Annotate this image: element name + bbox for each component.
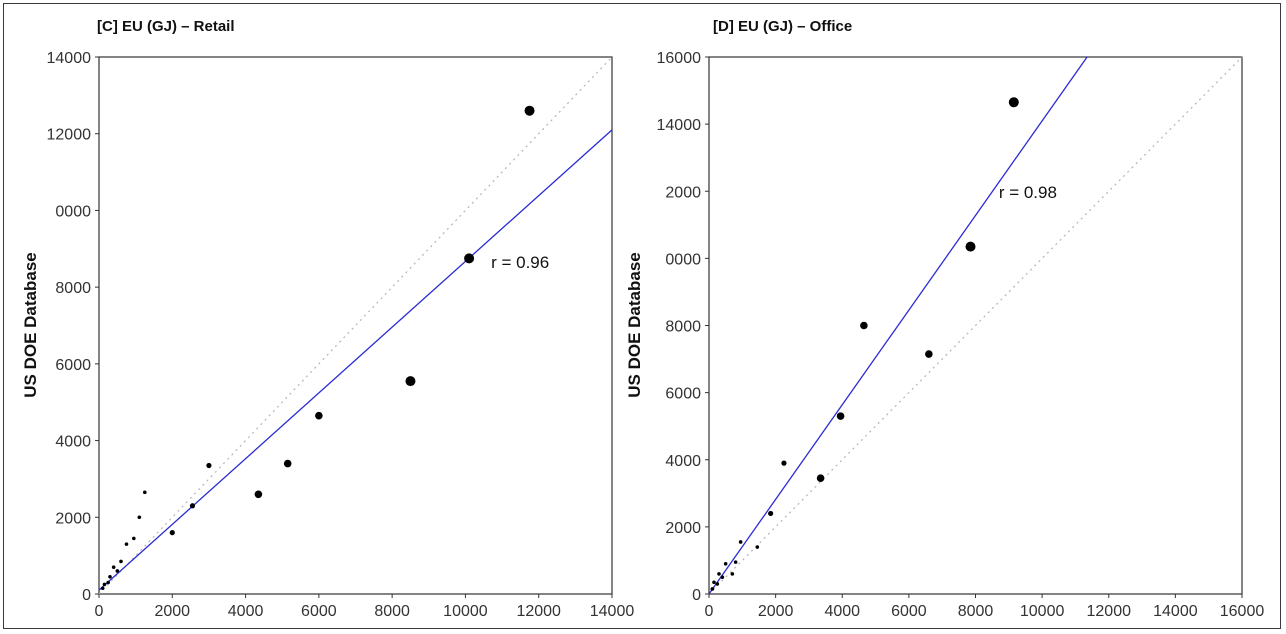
panel-d-data-point [717, 572, 721, 576]
panel-d-y-axis-label: US DOE Database [625, 252, 644, 398]
panel-c-y-tick-label: 8000 [55, 280, 91, 297]
panel-d-data-point [1008, 97, 1019, 108]
panel-c-plot-area [98, 56, 613, 595]
panel-c-data-point [119, 559, 123, 564]
panel-c-x-tick-label: 12000 [516, 603, 561, 620]
panel-c-x-tick-label: 8000 [374, 603, 410, 620]
panel-d-data-point [733, 560, 738, 564]
panel-d-r-annotation: r = 0.98 [999, 183, 1057, 202]
panel-d-data-point [710, 587, 715, 591]
panel-d-y-tick-label: 8000 [665, 319, 701, 336]
panel-c-x-tick-label: 2000 [154, 603, 190, 620]
panel-d-data-point [836, 412, 845, 420]
panel-c-data-point [106, 580, 110, 585]
panel-d-y-tick-label: 16000 [657, 50, 702, 67]
panel-d-x-tick-label: 12000 [1087, 603, 1132, 620]
panel-c-x-tick-label: 10000 [443, 603, 488, 620]
panel-d-data-point [723, 561, 728, 566]
panel-d-x-tick-label: 14000 [1153, 603, 1198, 620]
panel-c-r-annotation: r = 0.96 [491, 253, 549, 272]
panel-c-data-point [169, 530, 175, 536]
panel-d-x-tick-label: 6000 [891, 603, 927, 620]
panel-c-data-point [102, 582, 107, 587]
panel-c-data-point [315, 411, 323, 420]
panel-d-data-point [712, 580, 716, 585]
panel-d-data-point [768, 510, 774, 517]
panel-c-data-point [254, 490, 263, 499]
panel-c-data-point [206, 462, 212, 469]
panel-c-y-tick-label: 0 [82, 587, 91, 604]
panel-d-fit-line [708, 56, 1088, 595]
panel-c-data-point [189, 503, 196, 509]
panel-d-identity-line [708, 56, 1243, 595]
panel-c-title: [C] EU (GJ) – Retail [97, 18, 235, 35]
panel-d-y-tick-label: 4000 [665, 453, 701, 470]
panel-d-data-point [715, 582, 720, 586]
panel-d-y-tick-label: 14000 [657, 117, 702, 134]
panel-d-data-point [720, 575, 725, 580]
panel-c-data-point [100, 586, 105, 591]
panel-c-data-point [405, 376, 416, 387]
panel-c-identity-line [98, 56, 613, 595]
panel-c: [C] EU (GJ) – Retail US DOE Database 0 20… [21, 18, 634, 620]
figure-frame [3, 3, 1281, 629]
panel-c-x-tick-label: 4000 [228, 603, 264, 620]
panel-d-data-point [738, 540, 743, 544]
panel-c-data-point [283, 459, 292, 468]
panel-c-x-tick-label: 6000 [301, 603, 337, 620]
panel-c-data-point [115, 569, 120, 573]
panel-c-x-tick-label: 0 [95, 603, 104, 620]
panel-d-data-point [781, 460, 787, 466]
panel-d-y-tick-label: 0000 [665, 251, 701, 268]
panel-c-x-tick-label: 14000 [590, 603, 635, 620]
panel-d-x-tick-label: 10000 [1020, 603, 1065, 620]
panel-c-y-tick-label: 6000 [55, 357, 91, 374]
panel-d-data-point [730, 572, 735, 576]
panel-d-x-tick-label: 8000 [958, 603, 994, 620]
panel-d-x-tick-label: 4000 [824, 603, 860, 620]
panel-c-data-point [137, 515, 142, 520]
panel-d-data-point [755, 545, 760, 549]
panel-d-x-tick-label: 16000 [1220, 603, 1265, 620]
panel-c-y-tick-label: 2000 [55, 510, 91, 527]
panel-c-y-tick-label: 12000 [47, 127, 92, 144]
panel-c-fit-line [98, 129, 613, 591]
panel-c-data-point [524, 105, 535, 116]
panel-d-y-tick-label: 6000 [665, 386, 701, 403]
panel-d-data-point [816, 474, 825, 483]
panel-c-data-point [464, 253, 475, 264]
panel-c-data-point [111, 565, 116, 569]
panel-d-title: [D] EU (GJ) – Office [713, 18, 852, 35]
panel-c-data-point [108, 574, 112, 579]
panel-d-y-tick-label: 0 [692, 587, 701, 604]
panel-c-y-tick-label: 4000 [55, 434, 91, 451]
panel-c-y-tick-label: 0000 [55, 203, 91, 220]
panel-d-data-point [965, 241, 976, 252]
panel-c-y-axis-label: US DOE Database [21, 252, 40, 398]
panel-c-data-point [124, 542, 129, 546]
panel-d-x-tick-label: 0 [705, 603, 714, 620]
panel-d-data-point [925, 350, 933, 358]
panel-d-data-point [860, 321, 868, 330]
panel-d: [D] EU (GJ) – Office US DOE Database 0 20… [625, 18, 1264, 620]
panel-c-y-tick-label: 14000 [47, 50, 92, 67]
panel-c-data-point [143, 490, 147, 495]
panel-d-y-tick-label: 2000 [665, 184, 701, 201]
panel-d-y-tick-label: 2000 [665, 520, 701, 537]
panel-d-x-tick-label: 2000 [758, 603, 794, 620]
panel-c-data-point [132, 536, 136, 541]
